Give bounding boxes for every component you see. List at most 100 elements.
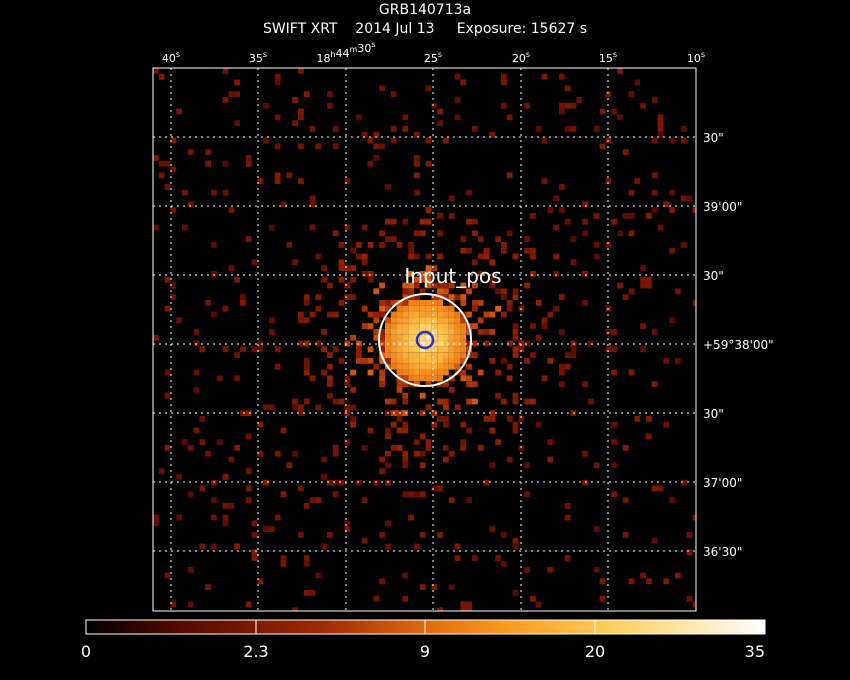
count-pixel (431, 346, 438, 353)
count-pixel (489, 358, 496, 364)
count-pixel (367, 427, 374, 434)
ra-tick-label: 18h44m30s (316, 40, 375, 65)
count-pixel (419, 288, 426, 295)
count-pixel (559, 294, 565, 300)
count-pixel (460, 300, 467, 306)
count-pixel (599, 108, 606, 115)
count-pixel (414, 369, 420, 376)
count-pixel (187, 566, 194, 573)
count-pixel (379, 242, 385, 248)
count-pixel (408, 300, 414, 306)
date-label: 2014 Jul 13 (355, 21, 435, 37)
count-pixel (431, 485, 438, 492)
count-pixel (599, 578, 606, 585)
count-pixel (379, 305, 385, 312)
image-subtitle: SWIFT XRT 2014 Jul 13 Exposure: 15627 s (0, 21, 850, 37)
count-pixel (211, 189, 217, 196)
count-pixel (309, 497, 316, 503)
count-pixel (495, 288, 501, 295)
count-pixel (593, 253, 600, 260)
count-pixel (611, 491, 617, 498)
count-pixel (437, 346, 443, 353)
count-pixel (414, 172, 420, 179)
count-pixel (559, 73, 565, 80)
count-pixel (448, 195, 455, 202)
count-pixel (692, 300, 696, 306)
count-pixel (443, 381, 449, 387)
count-pixel (431, 375, 438, 382)
count-pixel (628, 213, 635, 219)
count-pixel (437, 253, 443, 260)
count-pixel (454, 294, 461, 300)
count-pixel (402, 421, 409, 428)
count-pixel (367, 323, 374, 329)
colorbar-tick-label: 9 (420, 642, 430, 661)
count-pixel (443, 294, 449, 300)
count-pixel (669, 247, 675, 254)
count-pixel (222, 514, 229, 521)
count-pixel (158, 73, 165, 80)
count-pixel (240, 410, 246, 416)
count-pixel (448, 311, 455, 318)
count-pixel (385, 433, 391, 440)
count-pixel (344, 381, 351, 387)
count-pixel (257, 340, 264, 347)
count-pixel (628, 288, 635, 295)
count-pixel (245, 155, 252, 161)
count-pixel (437, 375, 443, 382)
count-pixel (164, 276, 171, 283)
count-pixel (686, 532, 693, 538)
count-pixel (524, 102, 530, 109)
count-pixel (425, 352, 432, 358)
count-pixel (379, 381, 385, 387)
count-pixel (582, 271, 588, 277)
count-pixel (390, 323, 397, 329)
count-pixel (327, 282, 333, 289)
count-pixel (460, 247, 467, 254)
count-pixel (506, 172, 513, 179)
count-pixel (524, 247, 530, 254)
count-pixel (437, 416, 443, 422)
count-pixel (379, 300, 385, 306)
count-pixel (564, 126, 571, 132)
count-pixel (361, 305, 368, 312)
count-pixel (663, 578, 670, 585)
count-pixel (414, 282, 420, 289)
count-pixel (419, 363, 426, 370)
count-pixel (622, 213, 629, 219)
count-pixel (419, 230, 426, 237)
count-pixel (385, 305, 391, 312)
count-pixel (222, 68, 229, 74)
count-pixel (193, 387, 200, 393)
count-pixel (402, 462, 409, 469)
count-pixel (651, 97, 658, 103)
count-pixel (274, 450, 281, 457)
count-pixel (251, 259, 258, 266)
count-pixel (472, 218, 478, 225)
count-pixel (640, 346, 646, 353)
count-pixel (657, 126, 664, 132)
count-pixel (402, 398, 409, 405)
count-pixel (437, 288, 443, 295)
count-pixel (466, 601, 472, 608)
count-pixel (570, 126, 577, 132)
count-pixel (512, 398, 519, 405)
count-pixel (634, 178, 641, 184)
count-pixel (408, 329, 414, 335)
count-pixel (524, 358, 530, 364)
count-pixel (332, 346, 339, 353)
count-pixel (327, 375, 333, 382)
count-pixel (303, 503, 310, 509)
count-pixel (680, 479, 687, 486)
count-pixel (651, 537, 658, 544)
count-pixel (303, 398, 310, 405)
count-pixel (559, 108, 565, 115)
exposure-label: Exposure: 15627 s (456, 21, 588, 37)
count-pixel (669, 189, 675, 196)
count-pixel (315, 497, 322, 503)
count-pixel (321, 543, 327, 550)
ra-axis-labels: 40s 35s 18h44m30s 25s 20s 15s 10s (162, 40, 705, 65)
count-pixel (367, 311, 374, 318)
count-pixel (298, 143, 304, 150)
count-pixel (379, 369, 385, 376)
